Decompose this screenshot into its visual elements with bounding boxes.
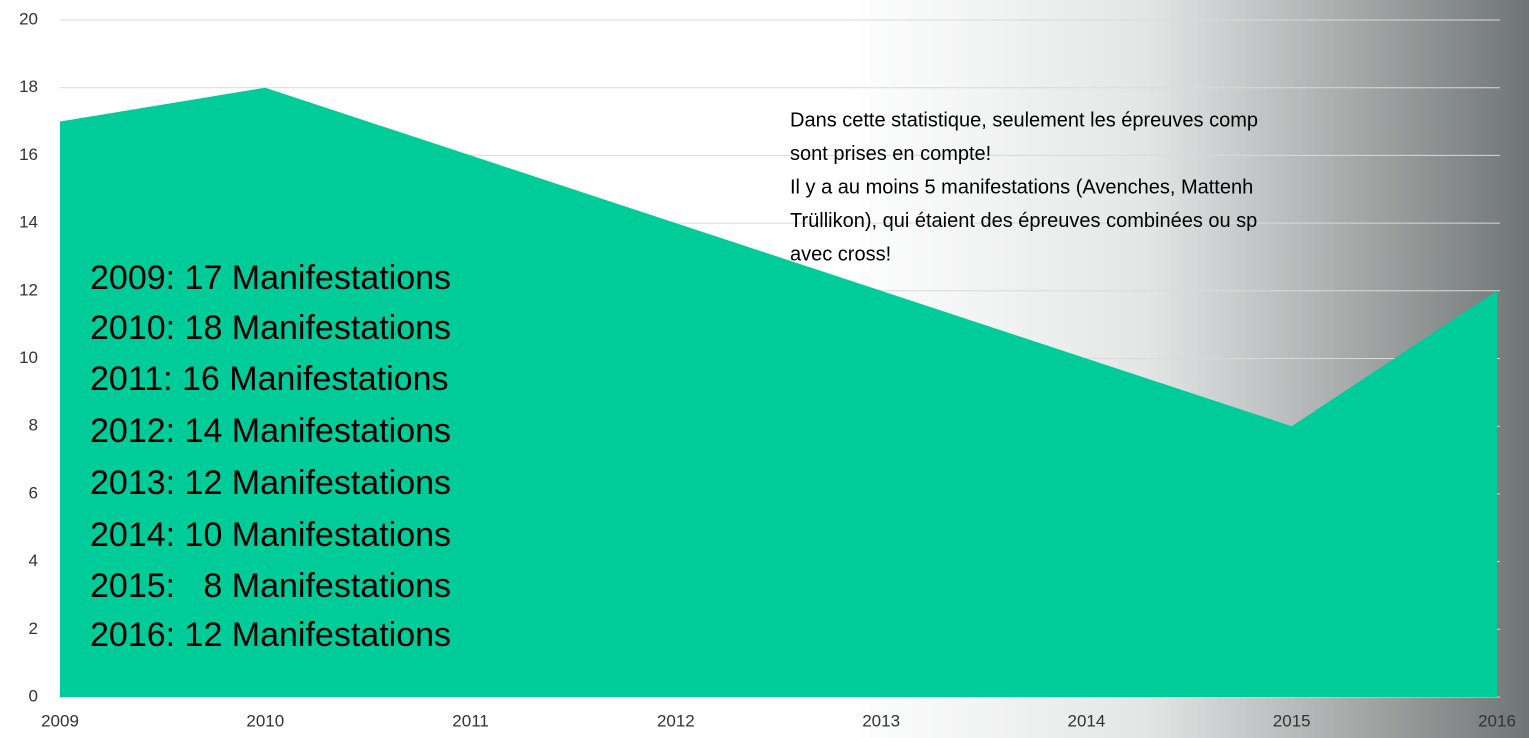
summary-line: 2013: 12 Manifestations <box>90 464 451 502</box>
area <box>60 87 1497 697</box>
x-tick-label: 2010 <box>246 711 284 730</box>
y-tick-label: 0 <box>29 686 38 705</box>
summary-line: 2012: 14 Manifestations <box>90 412 451 450</box>
note-line: Trüllikon), qui étaient des épreuves com… <box>790 210 1257 232</box>
note-line: Dans cette statistique, seulement les ép… <box>790 109 1258 131</box>
y-tick-label: 6 <box>29 483 38 502</box>
y-tick-label: 4 <box>29 551 38 570</box>
x-tick-label: 2011 <box>452 711 489 730</box>
note-line: avec cross! <box>790 243 891 265</box>
x-tick-label: 2015 <box>1273 711 1311 730</box>
y-tick-label: 12 <box>19 280 38 299</box>
marks <box>60 87 1497 697</box>
note-line: Il y a au moins 5 manifestations (Avench… <box>790 176 1253 198</box>
summary-line: 2009: 17 Manifestations <box>90 259 451 297</box>
summary-line: 2016: 12 Manifestations <box>90 616 451 654</box>
y-tick-label: 8 <box>29 416 38 435</box>
y-tick-label: 20 <box>19 9 38 28</box>
summary-line: 2010: 18 Manifestations <box>90 309 451 347</box>
summary-line: 2015: 8 Manifestations <box>90 567 451 605</box>
x-tick-label: 2012 <box>657 711 695 730</box>
labels: 0 2 4 6 8 10 12 14 16 18 20 2009 2010 2011 2012 2013 201… <box>19 9 1516 730</box>
summary-line: 2014: 10 Manifestations <box>90 516 451 554</box>
summary-line: 2011: 16 Manifestations <box>90 360 449 398</box>
x-tick-label: 2013 <box>862 711 900 730</box>
y-tick-label: 16 <box>19 145 38 164</box>
y-tick-label: 18 <box>19 77 38 96</box>
y-tick-label: 10 <box>19 348 38 367</box>
y-tick-label: 14 <box>19 213 38 232</box>
x-tick-label: 2009 <box>41 711 79 730</box>
y-tick-label: 2 <box>29 619 38 638</box>
x-tick-label: 2016 <box>1478 711 1516 730</box>
x-tick-label: 2014 <box>1068 711 1106 730</box>
note-line: sont prises en compte! <box>790 143 991 165</box>
